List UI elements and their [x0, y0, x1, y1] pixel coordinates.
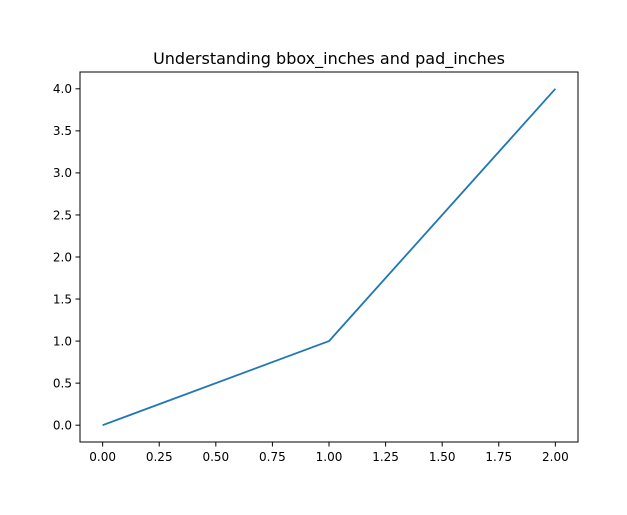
y-tick-label-5: 2.5	[53, 208, 72, 222]
x-tick-label-4: 1.00	[316, 450, 343, 464]
y-tick-label-3: 1.5	[53, 292, 72, 306]
x-tick-label-3: 0.75	[259, 450, 286, 464]
series-line-0	[102, 88, 557, 427]
chart-title: Understanding bbox_inches and pad_inches	[153, 49, 505, 69]
y-tick-label-2: 1.0	[53, 334, 72, 348]
y-tick-label-7: 3.5	[53, 124, 72, 138]
plot-area: 0.00 0.25 0.50 0.75 1.00 1.25 1.50 1.75 2.00 0.0 0…	[53, 71, 579, 464]
x-tick-label-6: 1.50	[429, 450, 456, 464]
x-tick-label-8: 2.00	[542, 450, 569, 464]
y-tick-label-4: 2.0	[53, 250, 72, 264]
y-tick-label-6: 3.0	[53, 166, 72, 180]
x-tick-label-1: 0.25	[146, 450, 173, 464]
x-tick-label-5: 1.25	[372, 450, 399, 464]
y-tick-label-0: 0.0	[53, 418, 72, 432]
y-tick-label-1: 0.5	[53, 376, 72, 390]
x-tick-label-2: 0.50	[202, 450, 229, 464]
y-tick-label-8: 4.0	[53, 82, 72, 96]
x-tick-label-0: 0.00	[89, 450, 116, 464]
axes-frame	[79, 71, 579, 443]
x-tick-label-7: 1.75	[485, 450, 512, 464]
